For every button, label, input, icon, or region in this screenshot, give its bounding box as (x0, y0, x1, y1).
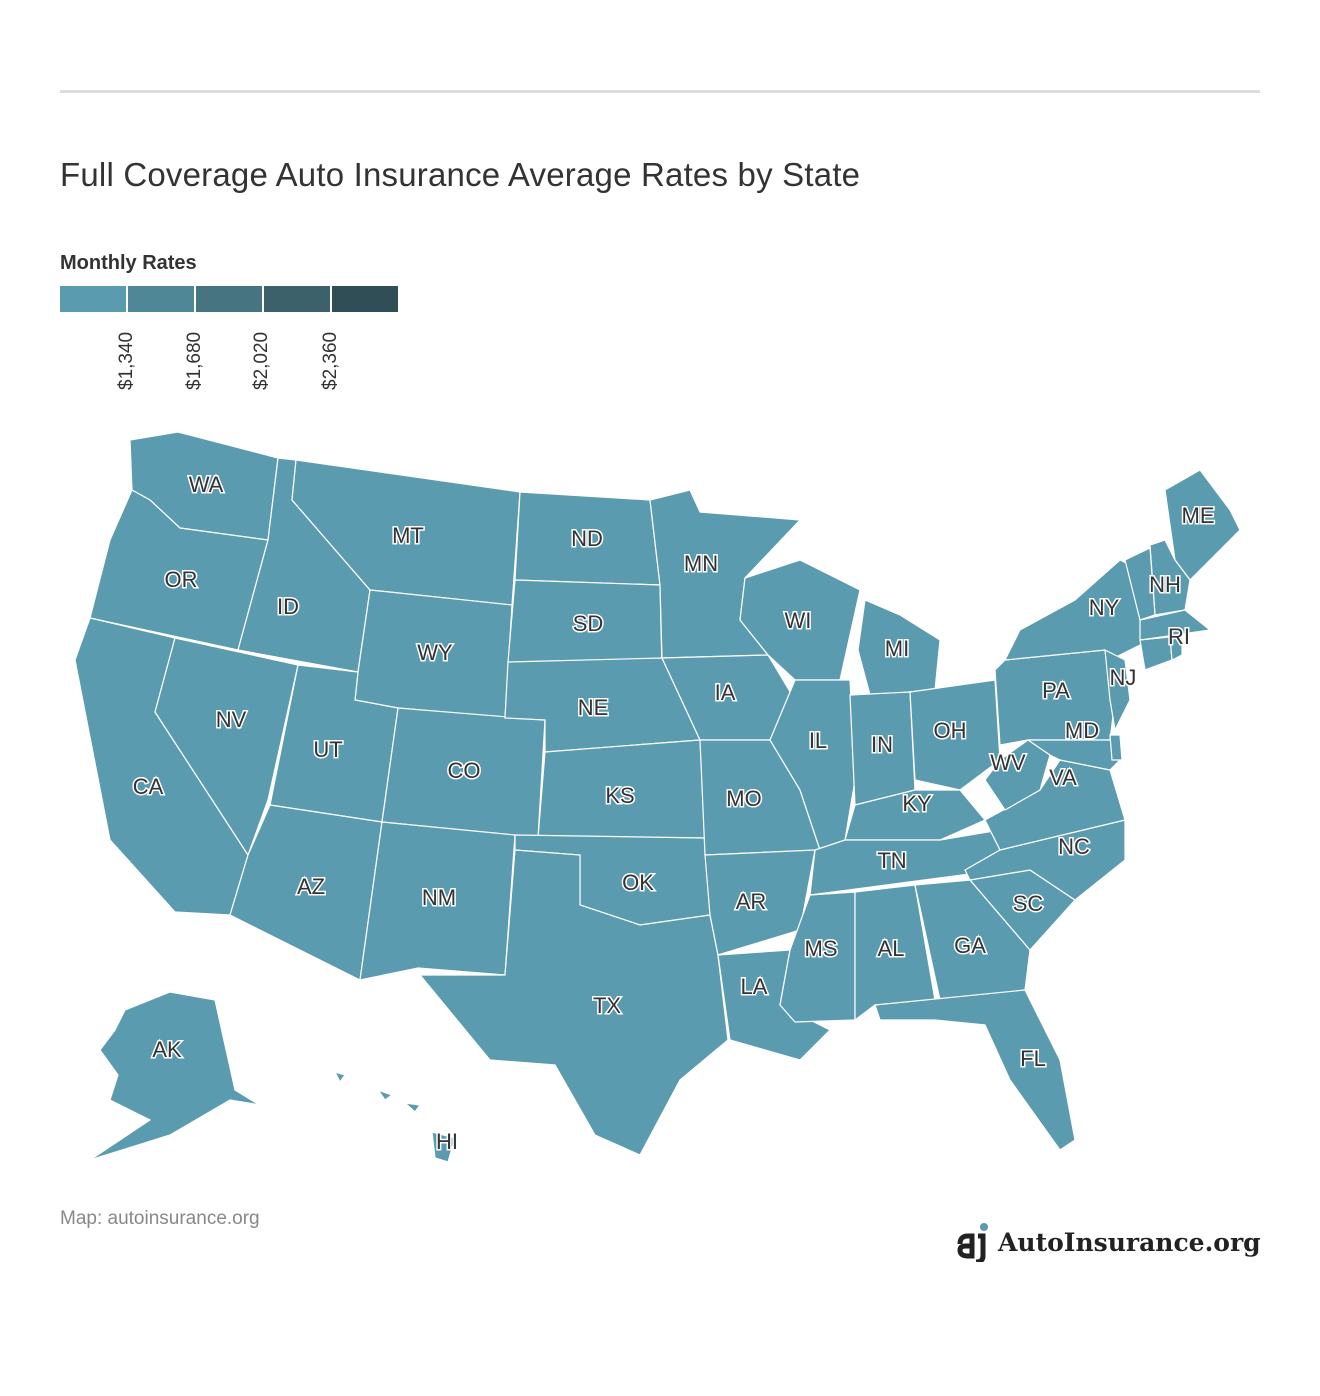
label-WI: WI (785, 608, 812, 633)
label-WY: WY (417, 640, 453, 665)
label-IN: IN (871, 732, 893, 757)
label-WA: WA (189, 472, 224, 497)
label-VA: VA (1049, 765, 1077, 790)
state-FL[interactable] (874, 989, 1076, 1151)
label-SD: SD (573, 611, 604, 636)
label-GA: GA (954, 933, 986, 958)
top-divider (60, 90, 1260, 93)
label-AZ: AZ (297, 874, 325, 899)
us-states-map: WA OR CA NV ID MT WY UT AZ CO NM ND SD N… (74, 431, 1241, 1163)
label-RI: RI (1168, 624, 1190, 649)
logo-text: AutoInsurance.org (998, 1227, 1261, 1257)
label-NE: NE (578, 695, 609, 720)
brand-logo[interactable]: AutoInsurance.org (956, 1222, 1261, 1265)
label-MN: MN (684, 551, 718, 576)
label-IA: IA (715, 680, 736, 705)
legend-bin-3 (196, 286, 264, 312)
legend-bin-4 (264, 286, 332, 312)
label-TN: TN (877, 848, 906, 873)
state-DE[interactable] (1109, 734, 1123, 761)
state-NM[interactable] (359, 821, 516, 981)
label-MS: MS (805, 936, 838, 961)
state-labels: WA OR CA NV ID MT WY UT AZ CO NM ND SD N… (131, 470, 1216, 1155)
map-credit: Map: autoinsurance.org (60, 1208, 260, 1229)
map-title: Full Coverage Auto Insurance Average Rat… (60, 156, 861, 193)
label-AL: AL (878, 936, 905, 961)
label-NH: NH (1149, 572, 1181, 597)
label-WV: WV (990, 750, 1026, 775)
label-IL: IL (809, 728, 827, 753)
label-KS: KS (605, 783, 634, 808)
state-NJ[interactable] (1104, 648, 1131, 732)
label-TX: TX (593, 993, 621, 1018)
label-UT: UT (313, 737, 342, 762)
label-ME: ME (1182, 503, 1215, 528)
state-HI[interactable] (333, 1071, 456, 1163)
state-AZ[interactable] (229, 804, 383, 981)
label-NV: NV (216, 707, 247, 732)
label-CO: CO (448, 758, 481, 783)
legend-bin-2 (128, 286, 196, 312)
label-NJ: NJ (1110, 665, 1137, 690)
label-MT: MT (392, 523, 424, 548)
state-TX[interactable] (418, 849, 729, 1156)
legend-bin-5 (332, 286, 398, 312)
label-KY: KY (902, 791, 932, 816)
label-HI: HI (436, 1129, 458, 1154)
state-AK[interactable] (89, 991, 301, 1161)
state-GA[interactable] (914, 879, 1031, 1001)
label-FL: FL (1020, 1046, 1046, 1071)
legend-tick-2: $1,680 (184, 331, 205, 390)
label-NY: NY (1089, 595, 1120, 620)
label-AK: AK (152, 1037, 182, 1062)
state-MA[interactable] (1139, 609, 1212, 641)
label-NM: NM (422, 885, 456, 910)
state-AR[interactable] (704, 849, 816, 956)
legend-color-scale (60, 286, 398, 312)
label-AR: AR (736, 889, 767, 914)
label-MI: MI (885, 636, 909, 661)
label-ID: ID (277, 594, 299, 619)
label-NC: NC (1058, 834, 1090, 859)
label-MD: MD (1065, 718, 1099, 743)
state-VT[interactable] (1124, 547, 1156, 621)
legend-tick-4: $2,360 (320, 331, 341, 390)
legend-tick-1: $1,340 (116, 331, 137, 390)
autoinsurance-logo-icon (956, 1222, 990, 1265)
label-OK: OK (622, 870, 654, 895)
legend-title: Monthly Rates (60, 252, 197, 274)
legend-tick-3: $2,020 (251, 331, 272, 390)
label-CA: CA (133, 774, 164, 799)
label-OH: OH (934, 718, 967, 743)
legend-bin-1 (60, 286, 128, 312)
label-SC: SC (1013, 891, 1044, 916)
state-OH[interactable] (909, 679, 1001, 791)
state-NV[interactable] (154, 637, 299, 857)
label-OR: OR (165, 567, 198, 592)
label-ND: ND (571, 526, 603, 551)
label-MO: MO (726, 786, 761, 811)
state-RI[interactable] (1169, 635, 1183, 661)
label-LA: LA (741, 974, 768, 999)
label-PA: PA (1042, 678, 1070, 703)
